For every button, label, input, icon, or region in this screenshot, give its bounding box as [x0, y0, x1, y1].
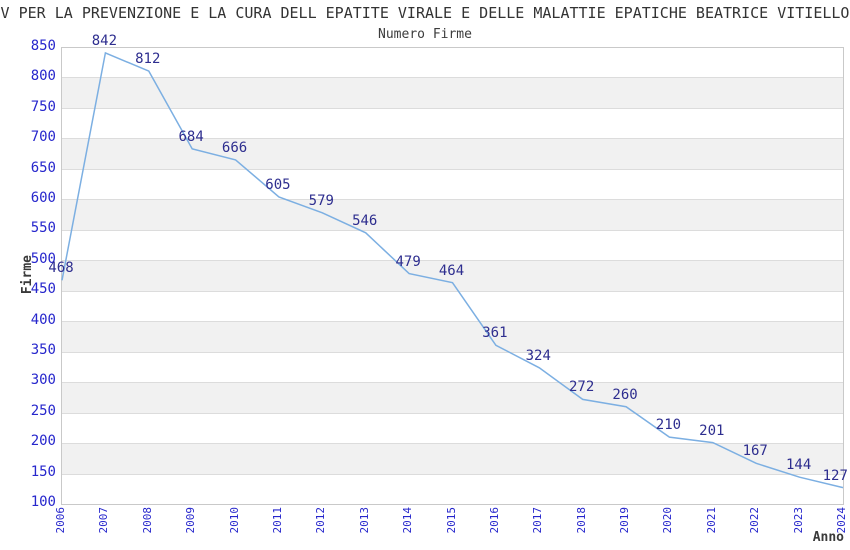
y-axis-title: Firme — [20, 47, 35, 503]
plot-band — [62, 138, 843, 169]
plot-area — [61, 47, 844, 505]
x-tick-label: 2014 — [401, 507, 415, 534]
plot-band — [62, 473, 843, 505]
data-point-label: 684 — [178, 128, 204, 145]
y-tick-label: 350 — [30, 342, 56, 358]
data-point-label: 144 — [785, 457, 812, 474]
data-point-label: 479 — [395, 253, 421, 270]
plot-band — [62, 48, 843, 78]
data-point-label: 127 — [822, 467, 848, 484]
x-tick-label: 2021 — [704, 507, 718, 534]
x-tick-label: 2022 — [748, 507, 762, 534]
y-tick-label: 150 — [30, 463, 56, 480]
x-tick-label: 2020 — [661, 507, 675, 534]
y-tick-label: 100 — [30, 494, 56, 510]
x-tick-label: 2015 — [444, 507, 458, 534]
data-point-label: 324 — [525, 347, 551, 364]
x-axis-title: Anno — [812, 530, 844, 545]
y-tick-label: 500 — [30, 250, 56, 267]
series-line-svg — [61, 51, 844, 489]
data-point-label: 842 — [91, 32, 118, 49]
x-tick-label: 2012 — [314, 507, 328, 534]
plot-band — [62, 77, 843, 108]
plot-band — [62, 290, 843, 322]
data-point-label: 272 — [569, 379, 595, 396]
data-point-label: 605 — [265, 176, 291, 193]
x-tick-label: 2017 — [531, 507, 545, 534]
chart-subtitle: Numero Firme — [378, 27, 472, 42]
x-tick-label: 2007 — [97, 507, 111, 534]
x-tick-label: 2008 — [140, 507, 154, 534]
data-point-label: 468 — [48, 260, 74, 277]
plot-band — [62, 351, 843, 383]
plot-band — [62, 382, 843, 413]
plot-band — [62, 229, 843, 261]
plot-band — [62, 412, 843, 444]
y-tick-label: 800 — [30, 68, 56, 85]
data-point-label: 260 — [612, 386, 638, 403]
data-point-label: 167 — [742, 443, 768, 460]
y-tick-label: 850 — [30, 38, 56, 54]
plot-bands — [62, 48, 843, 505]
plot-band — [62, 199, 843, 230]
y-tick-label: 250 — [30, 402, 56, 419]
data-point-label: 666 — [221, 139, 248, 156]
x-tick-label: 2010 — [227, 507, 241, 534]
data-point-label: 464 — [438, 262, 465, 279]
x-tick-label: 2013 — [357, 507, 371, 534]
x-tick-label: 2006 — [54, 507, 67, 534]
data-point-label: 579 — [308, 192, 334, 209]
x-tick-label: 2016 — [487, 507, 501, 534]
plot-band — [62, 107, 843, 139]
plot-band — [62, 168, 843, 200]
y-tick-label: 200 — [30, 433, 56, 450]
data-point-label: 546 — [352, 212, 378, 229]
y-tick-label: 650 — [30, 159, 56, 176]
x-tick-label: 2011 — [270, 507, 284, 534]
data-point-label: 812 — [135, 51, 161, 68]
series-line — [61, 51, 844, 489]
plot-band — [62, 443, 843, 474]
data-point-label: 201 — [699, 422, 725, 439]
x-tick-label: 2023 — [791, 507, 805, 534]
y-tick-label: 700 — [30, 129, 56, 146]
x-tick-label: 2009 — [184, 507, 198, 534]
x-tick-label: 2019 — [618, 507, 632, 534]
x-tick-label: 2018 — [574, 507, 588, 534]
plot-band — [62, 321, 843, 352]
y-tick-label: 400 — [30, 311, 56, 328]
y-tick-label: 600 — [30, 190, 56, 206]
y-tick-label: 750 — [30, 98, 56, 115]
y-tick-label: 550 — [30, 220, 56, 237]
y-tick-label: 450 — [30, 281, 56, 298]
data-point-label: 210 — [655, 417, 682, 434]
chart-title: V PER LA PREVENZIONE E LA CURA DELL EPAT… — [0, 4, 850, 22]
data-point-label: 361 — [482, 325, 508, 342]
y-axis-title-text: Firme — [20, 255, 35, 295]
y-tick-label: 300 — [30, 372, 56, 389]
plot-band — [62, 260, 843, 291]
